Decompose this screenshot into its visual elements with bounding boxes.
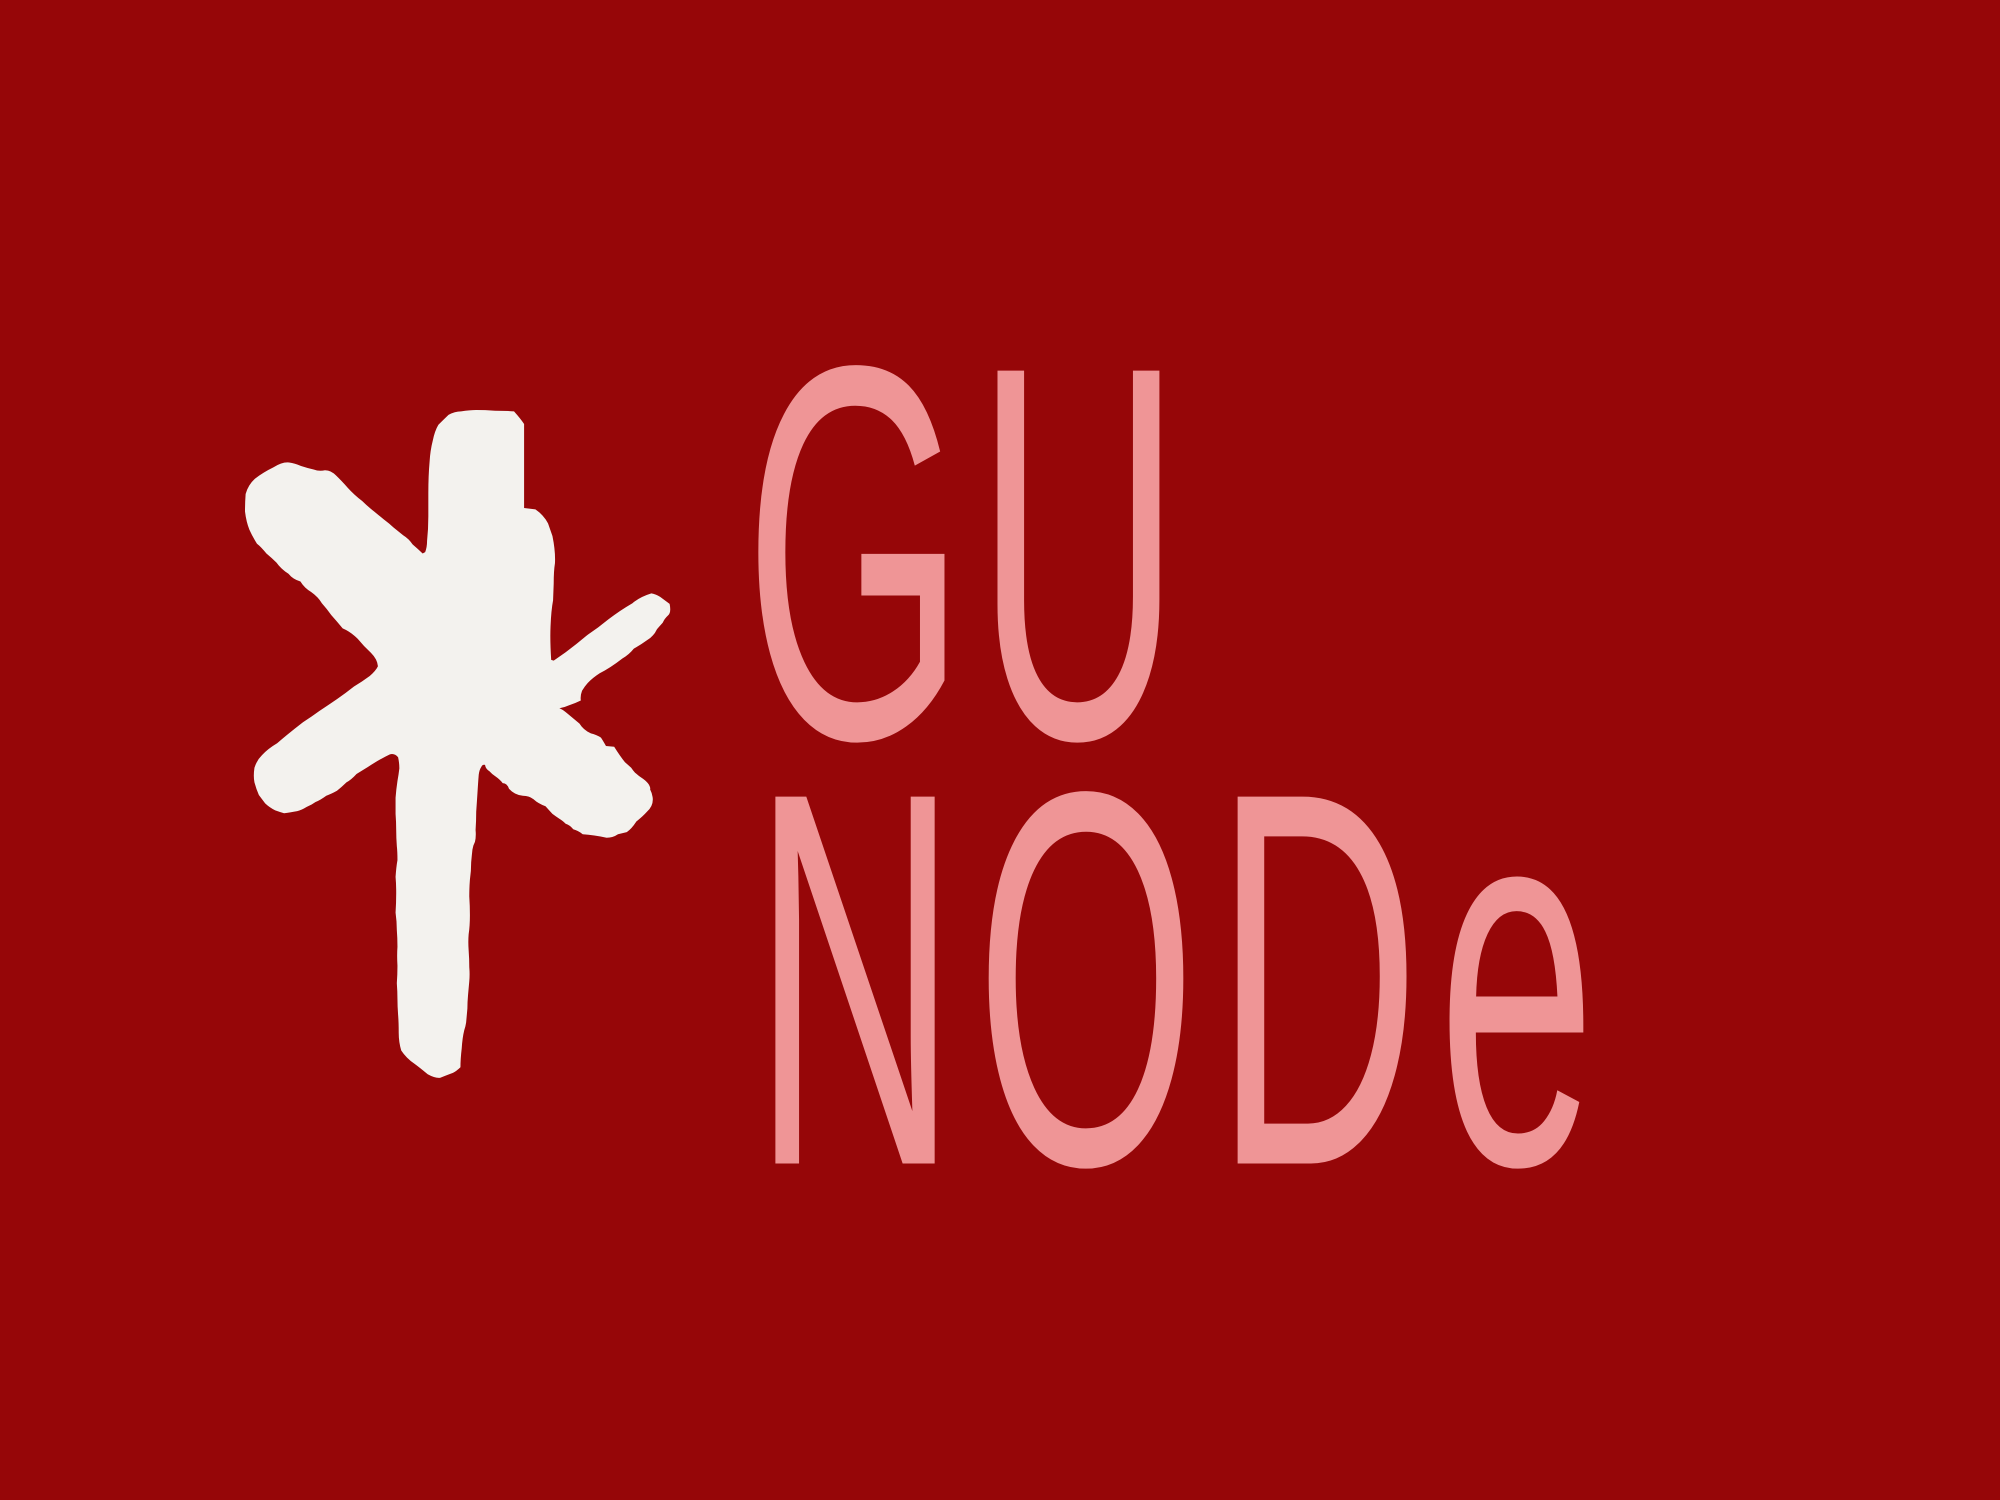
brand-name-line-1: GU [744,254,1192,851]
brand-name-line-2: NODe [752,680,1614,1277]
